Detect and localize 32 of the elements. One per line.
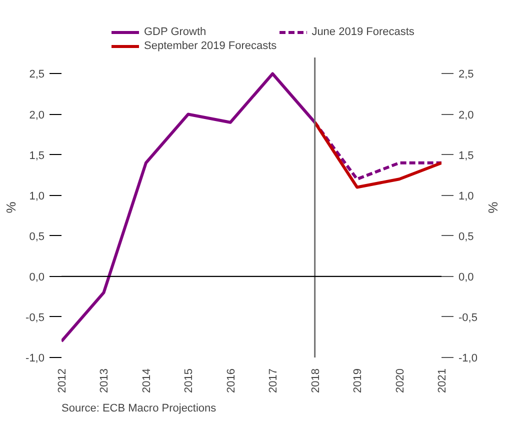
y-tick-label: -0,5 bbox=[26, 312, 45, 324]
x-tick-label: 2017 bbox=[268, 368, 280, 393]
legend-label: GDP Growth bbox=[144, 26, 206, 38]
x-tick-label: 2012 bbox=[56, 368, 68, 393]
y2-tick-label: -1,0 bbox=[458, 352, 478, 364]
y2-tick-label: 2,0 bbox=[458, 109, 474, 122]
x-tick-label: 2021 bbox=[436, 368, 448, 393]
x-tick-label: 2020 bbox=[394, 368, 406, 393]
y2-tick-label: 1,5 bbox=[458, 150, 474, 162]
y2-tick-label: 1,0 bbox=[458, 190, 474, 202]
source-note: Source: ECB Macro Projections bbox=[62, 402, 217, 414]
y-tick-label: 2,0 bbox=[29, 109, 45, 122]
y2-axis-title: % bbox=[485, 202, 500, 214]
y2-tick-label: 0,0 bbox=[458, 271, 474, 284]
y-axis-title: % bbox=[4, 201, 19, 214]
y2-tick-label: -0,5 bbox=[458, 312, 478, 324]
y2-tick-label: 2,5 bbox=[458, 68, 474, 81]
y-tick-label: 0,0 bbox=[29, 271, 45, 284]
y-tick-label: 2,5 bbox=[29, 68, 45, 81]
legend-label: September 2019 Forecasts bbox=[144, 40, 277, 52]
x-tick-label: 2019 bbox=[352, 368, 364, 393]
x-tick-label: 2018 bbox=[310, 368, 322, 393]
legend-label: June 2019 Forecasts bbox=[312, 26, 414, 38]
x-tick-label: 2015 bbox=[183, 368, 196, 393]
y-tick-label: 1,5 bbox=[29, 150, 45, 162]
y-tick-label: -1,0 bbox=[26, 352, 45, 364]
x-tick-label: 2014 bbox=[140, 368, 153, 393]
y2-tick-label: 0,5 bbox=[458, 230, 474, 243]
x-tick-label: 2016 bbox=[225, 368, 238, 393]
y-tick-label: 1,0 bbox=[29, 190, 45, 202]
y-tick-label: 0,5 bbox=[29, 230, 45, 243]
x-tick-label: 2013 bbox=[98, 368, 111, 393]
